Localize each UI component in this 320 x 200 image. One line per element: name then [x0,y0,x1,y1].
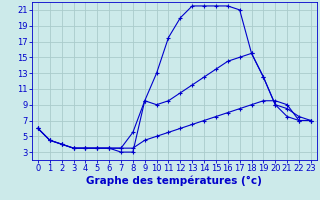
X-axis label: Graphe des températures (°c): Graphe des températures (°c) [86,176,262,186]
